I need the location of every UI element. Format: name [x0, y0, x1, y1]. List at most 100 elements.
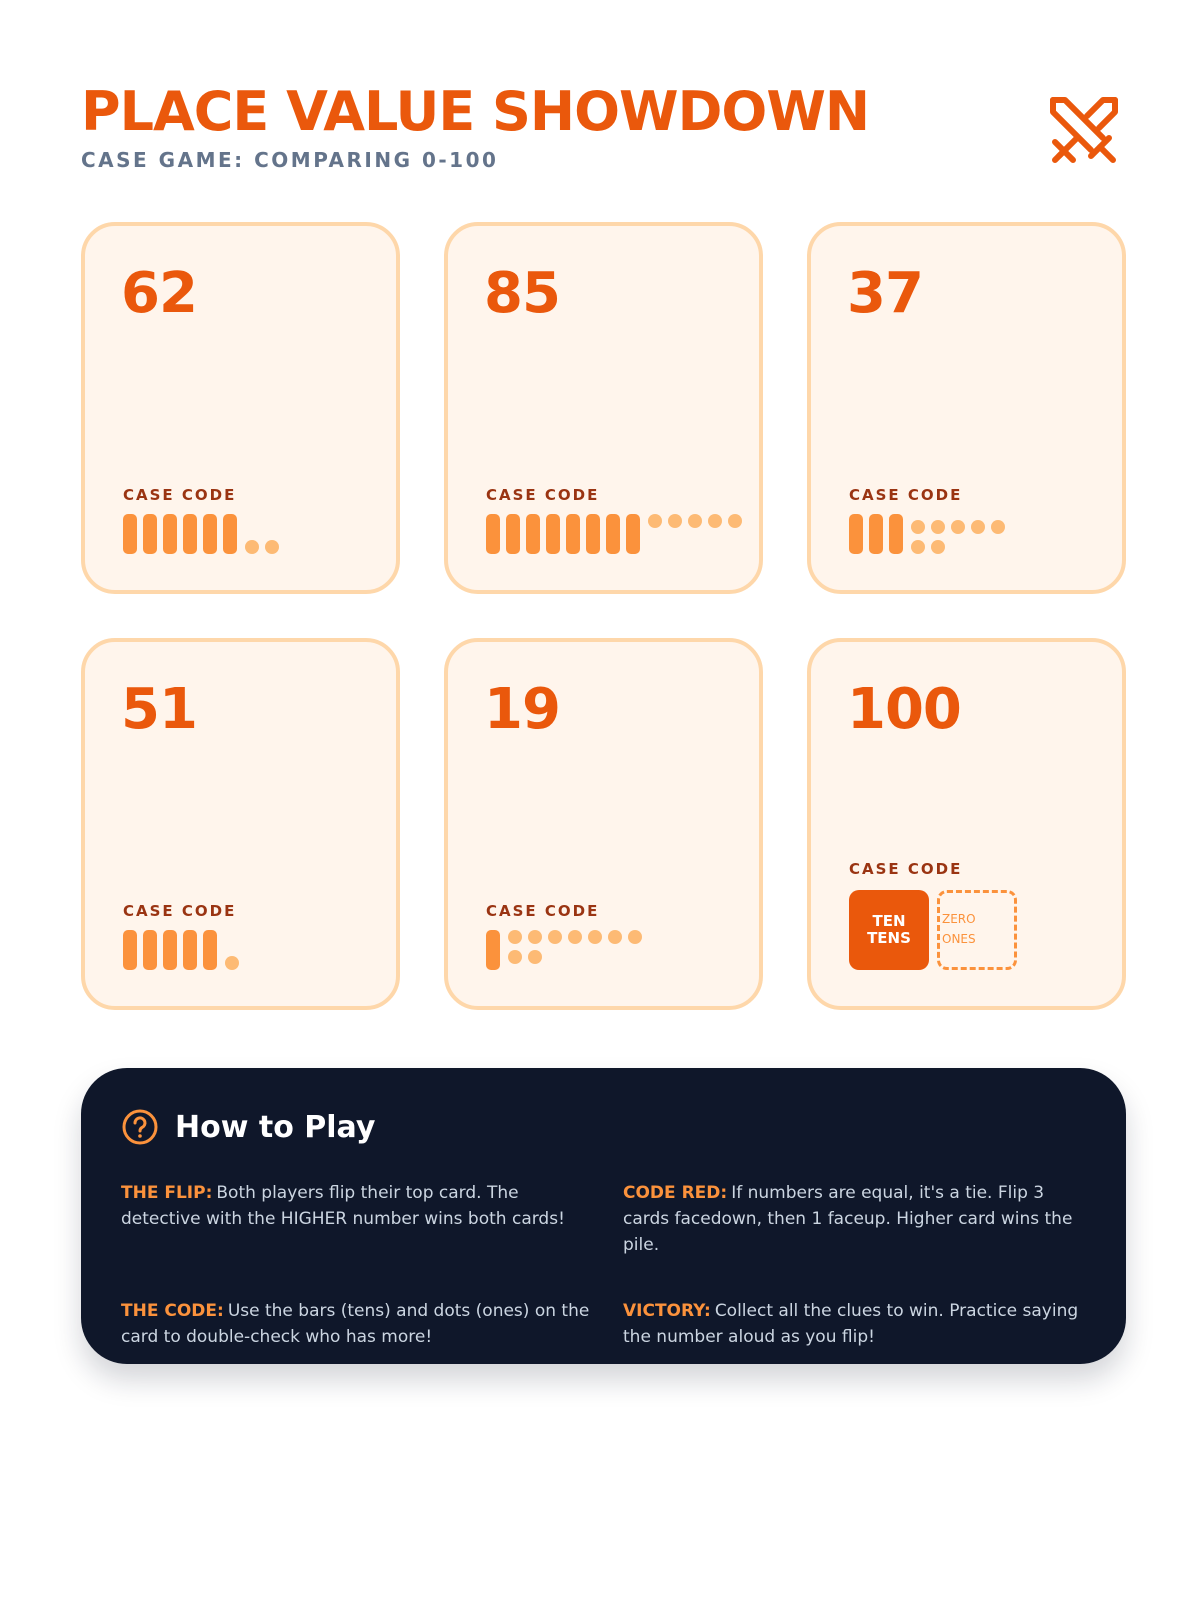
ones-dot	[548, 930, 562, 944]
tens-bar	[143, 514, 157, 554]
ones-dots	[245, 540, 339, 554]
ones-dot	[508, 950, 522, 964]
card-number: 85	[484, 261, 561, 326]
number-card[interactable]: 62 CASE CODE	[81, 222, 400, 594]
ones-dot	[931, 540, 945, 554]
ten-tens-line-2: TENS	[867, 929, 911, 947]
card-number: 37	[847, 261, 924, 326]
ones-dot	[528, 950, 542, 964]
ones-dot	[951, 520, 965, 534]
case-code-label: CASE CODE	[849, 486, 963, 504]
number-card[interactable]: 51 CASE CODE	[81, 638, 400, 1010]
ones-dot	[508, 930, 522, 944]
ones-dot	[708, 514, 722, 528]
page-header: PLACE VALUE SHOWDOWN CASE GAME: COMPARIN…	[81, 80, 1121, 190]
ones-dots	[225, 956, 319, 970]
page-title: PLACE VALUE SHOWDOWN	[81, 80, 870, 143]
rule-key: THE CODE:	[121, 1301, 224, 1321]
place-value-code	[486, 514, 742, 554]
ones-dot	[931, 520, 945, 534]
ten-tens-block: TEN TENS	[849, 890, 929, 970]
tens-bar	[123, 514, 137, 554]
rule-text: Collect all the clues to win. Practice s…	[623, 1301, 1079, 1347]
ten-tens-line-1: TEN	[872, 912, 906, 930]
rule-the-code: THE CODE: Use the bars (tens) and dots (o…	[121, 1298, 591, 1350]
ones-dots	[648, 514, 742, 528]
place-value-code	[123, 930, 319, 970]
ones-dot	[911, 540, 925, 554]
rule-text: Both players flip their top card. The de…	[121, 1183, 565, 1229]
ones-dot	[608, 930, 622, 944]
number-card[interactable]: 100 CASE CODE TEN TENS ZERO ONES	[807, 638, 1126, 1010]
tens-bar	[546, 514, 560, 554]
tens-bar	[626, 514, 640, 554]
card-grid: 62 CASE CODE 85 CASE CODE	[81, 222, 1126, 1010]
how-to-play-panel: How to Play THE FLIP: Both players flip t…	[81, 1068, 1126, 1364]
number-card[interactable]: 19 CASE CODE	[444, 638, 763, 1010]
rule-key: THE FLIP:	[121, 1183, 213, 1203]
rules-list: THE FLIP: Both players flip their top car…	[121, 1180, 1086, 1350]
tens-bar	[869, 514, 883, 554]
card-number: 100	[847, 677, 962, 742]
ones-dot	[728, 514, 742, 528]
case-code-label: CASE CODE	[486, 486, 600, 504]
tens-bar	[163, 930, 177, 970]
rule-text: If numbers are equal, it's a tie. Flip 3…	[623, 1183, 1073, 1255]
ones-dot	[628, 930, 642, 944]
ones-dot	[265, 540, 279, 554]
card-number: 51	[121, 677, 198, 742]
tens-bar	[526, 514, 540, 554]
ones-dot	[648, 514, 662, 528]
tens-bar	[223, 514, 237, 554]
rule-code-red: CODE RED: If numbers are equal, it's a ti…	[623, 1180, 1093, 1258]
tens-bar	[203, 514, 217, 554]
rule-the-flip: THE FLIP: Both players flip their top car…	[121, 1180, 591, 1258]
tens-bar	[606, 514, 620, 554]
ones-dot	[225, 956, 239, 970]
number-card[interactable]: 37 CASE CODE	[807, 222, 1126, 594]
page-subtitle: CASE GAME: COMPARING 0-100	[81, 148, 499, 172]
tens-bar	[486, 930, 500, 970]
tens-bar	[143, 930, 157, 970]
zero-ones-line-1: ZERO	[942, 912, 976, 926]
tens-bar	[183, 514, 197, 554]
ones-dot	[971, 520, 985, 534]
ones-dot	[668, 514, 682, 528]
ones-dot	[911, 520, 925, 534]
tens-bar	[486, 514, 500, 554]
tens-bar	[163, 514, 177, 554]
rule-key: CODE RED:	[623, 1183, 728, 1203]
tens-bar	[889, 514, 903, 554]
ones-dots	[508, 930, 642, 964]
how-to-play-header: How to Play	[121, 1108, 1086, 1146]
place-value-code	[849, 514, 1005, 554]
rule-key: VICTORY:	[623, 1301, 711, 1321]
tens-bar	[566, 514, 580, 554]
ones-dot	[245, 540, 259, 554]
card-number: 19	[484, 677, 561, 742]
tens-bar	[183, 930, 197, 970]
ones-dot	[588, 930, 602, 944]
ones-dots	[911, 520, 1005, 554]
ones-dot	[568, 930, 582, 944]
case-code-label: CASE CODE	[123, 902, 237, 920]
place-value-code	[123, 514, 339, 554]
tens-bar	[123, 930, 137, 970]
zero-ones-line-2: ONES	[942, 932, 976, 946]
rule-victory: VICTORY: Collect all the clues to win. Pr…	[623, 1298, 1093, 1350]
ones-dot	[991, 520, 1005, 534]
case-code-label: CASE CODE	[849, 860, 963, 878]
tens-bar	[586, 514, 600, 554]
place-value-code: TEN TENS ZERO ONES	[849, 890, 1017, 970]
place-value-code	[486, 930, 642, 970]
number-card[interactable]: 85 CASE CODE	[444, 222, 763, 594]
how-to-play-title: How to Play	[175, 1109, 376, 1145]
crossed-swords-icon	[1050, 97, 1118, 163]
tens-bar	[849, 514, 863, 554]
case-code-label: CASE CODE	[486, 902, 600, 920]
tens-bar	[203, 930, 217, 970]
case-code-label: CASE CODE	[123, 486, 237, 504]
tens-bar	[506, 514, 520, 554]
zero-ones-block: ZERO ONES	[937, 890, 1017, 970]
ones-dot	[688, 514, 702, 528]
